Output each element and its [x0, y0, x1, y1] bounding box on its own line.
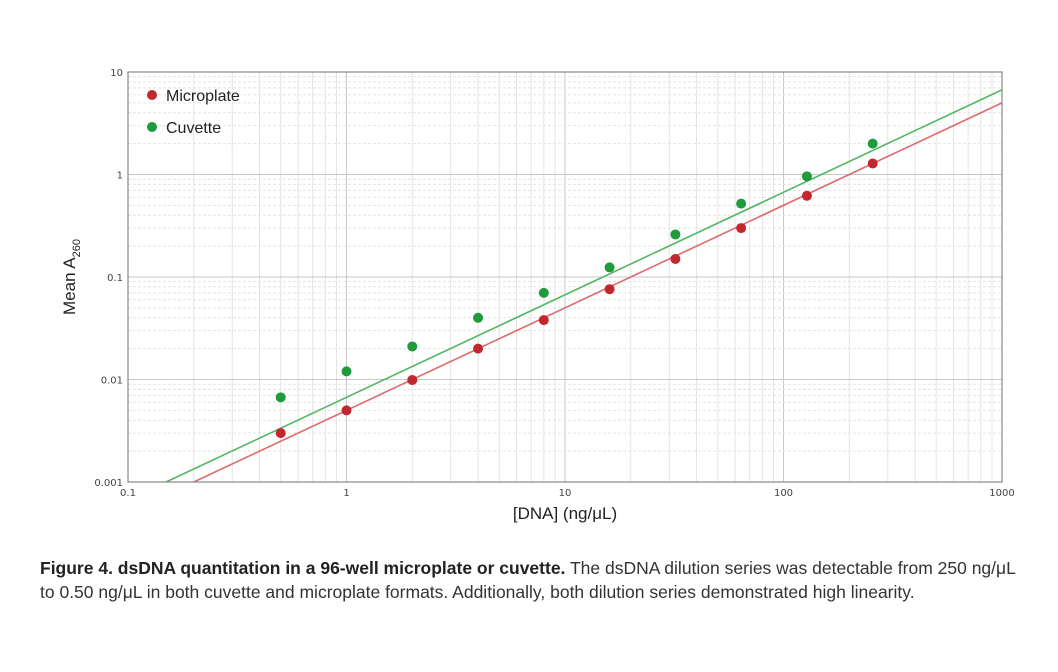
- caption-title: Figure 4. dsDNA quantitation in a 96-wel…: [40, 558, 566, 578]
- data-point-microplate: [538, 315, 549, 326]
- x-axis-label: [DNA] (ng/μL): [513, 504, 617, 523]
- data-point-microplate: [275, 428, 286, 439]
- plot-frame: [127, 71, 1003, 483]
- y-tick-label: 0.001: [94, 478, 123, 489]
- y-axis-ticks: 0.001 0.01 0.1 1 10: [94, 68, 123, 489]
- y-tick-label: 1: [117, 171, 123, 182]
- x-axis-ticks: 0.1 1 10 100 1000: [120, 488, 1015, 499]
- data-point-cuvette: [341, 366, 352, 377]
- dsdna-chart: 0.1 1 10 100 1000 0.001 0.01 0.1 1 10 [DNA] (ng/…: [60, 68, 1015, 523]
- legend-marker-cuvette: [147, 122, 157, 132]
- data-points: [275, 138, 878, 439]
- data-point-microplate: [473, 343, 484, 354]
- data-point-microplate: [604, 284, 615, 295]
- x-tick-label: 10: [559, 488, 572, 499]
- legend-marker-microplate: [147, 90, 157, 100]
- x-tick-label: 1000: [989, 488, 1014, 499]
- data-point-microplate: [407, 374, 418, 385]
- data-point-microplate: [867, 158, 878, 169]
- legend-label-cuvette: Cuvette: [166, 120, 221, 137]
- x-tick-label: 100: [774, 488, 793, 499]
- fit-line-microplate: [191, 102, 1002, 482]
- fit-lines: [164, 89, 1002, 482]
- data-point-cuvette: [604, 262, 615, 273]
- legend: Microplate Cuvette: [147, 88, 240, 137]
- data-point-cuvette: [538, 287, 549, 298]
- y-axis-label-sub: 260: [71, 239, 83, 257]
- x-tick-label: 1: [343, 488, 349, 499]
- figure-caption: Figure 4. dsDNA quantitation in a 96-wel…: [40, 556, 1020, 604]
- data-point-microplate: [801, 190, 812, 201]
- caption-body: The dsDNA dilution series was detectable…: [40, 558, 1016, 602]
- y-axis-label-main: Mean A: [60, 257, 79, 315]
- data-point-microplate: [736, 223, 747, 234]
- fit-line-cuvette: [164, 89, 1002, 482]
- data-point-cuvette: [867, 138, 878, 149]
- x-tick-label: 0.1: [120, 488, 136, 499]
- data-point-cuvette: [407, 341, 418, 352]
- y-tick-label: 10: [110, 68, 123, 79]
- data-point-microplate: [341, 405, 352, 416]
- data-point-cuvette: [275, 392, 286, 403]
- y-axis-label: Mean A260: [60, 239, 83, 315]
- data-point-microplate: [670, 253, 681, 264]
- data-point-cuvette: [801, 171, 812, 182]
- data-point-cuvette: [736, 198, 747, 209]
- y-tick-label: 0.01: [101, 376, 123, 387]
- grid-lines: [127, 72, 1002, 483]
- data-point-cuvette: [473, 312, 484, 323]
- legend-label-microplate: Microplate: [166, 88, 240, 105]
- data-point-cuvette: [670, 229, 681, 240]
- y-tick-label: 0.1: [107, 273, 123, 284]
